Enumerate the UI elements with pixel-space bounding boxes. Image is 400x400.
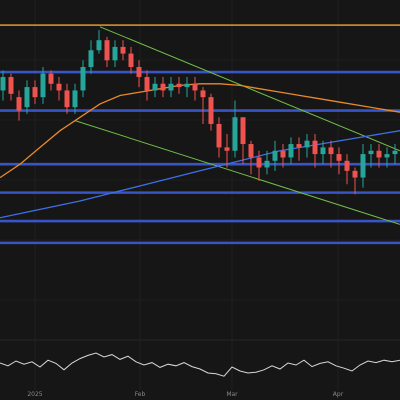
candle-body bbox=[304, 140, 310, 148]
candle-body bbox=[208, 97, 214, 124]
candle-body bbox=[384, 154, 390, 158]
candle-body bbox=[288, 144, 294, 158]
candle-body bbox=[272, 150, 278, 161]
candle-body bbox=[16, 97, 22, 111]
candle-body bbox=[240, 117, 246, 145]
channel-upper-line bbox=[99, 26, 400, 152]
candle-body bbox=[184, 83, 190, 88]
candle-body bbox=[256, 157, 262, 168]
candle-body bbox=[160, 83, 166, 91]
candle-body bbox=[136, 67, 142, 78]
oscillator-line bbox=[0, 352, 400, 377]
candle-body bbox=[168, 83, 174, 91]
candle-body bbox=[376, 150, 382, 158]
candle-body bbox=[152, 83, 158, 91]
candle-body bbox=[368, 150, 374, 155]
candle-body bbox=[24, 87, 30, 108]
candle-body bbox=[232, 117, 238, 151]
x-tick-label: Apr bbox=[333, 391, 344, 398]
candle-body bbox=[88, 50, 94, 67]
candle-body bbox=[336, 154, 342, 161]
candle-body bbox=[176, 83, 182, 88]
candle-body bbox=[128, 53, 134, 67]
candle-body bbox=[360, 154, 366, 178]
candle-body bbox=[200, 90, 206, 98]
candle-body bbox=[8, 77, 14, 94]
candle-body bbox=[344, 160, 350, 171]
candle-body bbox=[296, 144, 302, 148]
candle-body bbox=[48, 73, 54, 84]
ema-blue-line bbox=[0, 130, 400, 219]
candle-body bbox=[80, 67, 86, 91]
candle-body bbox=[312, 140, 318, 155]
candle-body bbox=[192, 83, 198, 91]
candle-body bbox=[40, 73, 46, 98]
candle-body bbox=[264, 160, 270, 168]
x-tick-label: Mar bbox=[226, 391, 238, 398]
channel-lower-line bbox=[74, 120, 400, 225]
candle-body bbox=[328, 147, 334, 155]
candle-body bbox=[248, 144, 254, 158]
candle-body bbox=[216, 123, 222, 148]
candle-body bbox=[280, 150, 286, 158]
candle-body bbox=[96, 40, 102, 51]
x-tick-label: 2025 bbox=[27, 391, 42, 398]
candle-body bbox=[352, 170, 358, 178]
candle-body bbox=[120, 46, 126, 54]
candle-body bbox=[144, 77, 150, 91]
candle-body bbox=[224, 147, 230, 151]
candle-body bbox=[0, 77, 6, 91]
candle-body bbox=[320, 147, 326, 155]
candle-body bbox=[64, 90, 70, 108]
candle-body bbox=[392, 150, 398, 155]
candle-body bbox=[72, 90, 78, 108]
candle-body bbox=[56, 83, 62, 91]
candle-body bbox=[32, 87, 38, 98]
candle-body bbox=[104, 40, 110, 61]
ema-orange-line bbox=[0, 83, 400, 179]
x-tick-label: Feb bbox=[135, 391, 146, 398]
candle-body bbox=[112, 46, 118, 61]
